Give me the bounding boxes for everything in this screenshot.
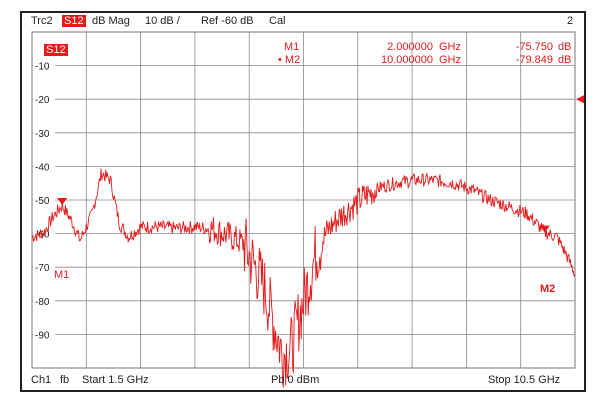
channel-number: 2 xyxy=(567,15,574,27)
marker2-freq: 10.000000 xyxy=(381,54,433,66)
stop-freq[interactable]: Stop 10.5 GHz xyxy=(488,374,561,386)
tick-label-bg xyxy=(33,160,55,172)
power-level[interactable]: Pb 0 dBm xyxy=(271,374,320,386)
y-tick-labels: -10-20-30-40-50-60-70-80-90 xyxy=(33,59,55,341)
trace-name[interactable]: Trc2 xyxy=(31,15,53,27)
y-tick-label: -90 xyxy=(35,330,50,341)
marker2-name[interactable]: • M2 xyxy=(278,54,301,66)
marker2-tag[interactable]: M2 xyxy=(540,283,556,295)
y-tick-label: -80 xyxy=(35,297,50,308)
tick-label-bg xyxy=(33,261,55,273)
marker1-unit: GHz xyxy=(439,41,461,53)
trace-s12 xyxy=(31,168,576,388)
marker-m1-triangle xyxy=(57,198,68,206)
reference-level-arrow xyxy=(576,95,584,104)
y-tick-label: -10 xyxy=(35,62,50,73)
y-tick-label: -70 xyxy=(35,263,50,274)
tick-label-bg xyxy=(33,126,55,138)
marker-m2-triangle xyxy=(539,225,550,233)
plot-area: -10-20-30-40-50-60-70-80-90 xyxy=(31,31,584,388)
trace-line xyxy=(31,168,576,388)
y-tick-label: -30 xyxy=(35,129,50,140)
marker1-freq: 2.000000 xyxy=(387,41,433,53)
marker1-vunit: dB xyxy=(558,41,572,53)
marker1-name[interactable]: M1 xyxy=(284,41,300,53)
y-tick-label: -50 xyxy=(35,196,50,207)
tick-label-bg xyxy=(33,294,55,306)
tick-label-bg xyxy=(33,328,55,340)
y-tick-label: -20 xyxy=(35,95,50,106)
marker1-value: -75.750 xyxy=(515,41,553,53)
tick-label-bg xyxy=(33,194,55,205)
marker2-vunit: dB xyxy=(558,54,572,66)
tick-label-bg xyxy=(33,93,55,105)
grid xyxy=(31,31,576,369)
y-tick-label: -40 xyxy=(35,162,50,173)
fb-label: fb xyxy=(60,374,70,386)
marker1-tag[interactable]: M1 xyxy=(54,269,70,281)
vna-display: Trc2 S12 dB Mag 10 dB / Ref -60 dB Cal 2… xyxy=(20,11,586,392)
param-badge[interactable]: S12 xyxy=(62,15,86,27)
cal-label[interactable]: Cal xyxy=(269,15,286,27)
marker2-unit: GHz xyxy=(439,54,461,66)
marker-glyphs xyxy=(57,95,584,233)
format-label[interactable]: dB Mag xyxy=(92,15,130,27)
scale-label[interactable]: 10 dB / xyxy=(145,15,180,27)
start-freq[interactable]: Start 1.5 GHz xyxy=(82,374,149,386)
tick-label-bg xyxy=(33,59,55,71)
marker2-value: -79.849 xyxy=(515,54,553,66)
channel-label[interactable]: Ch1 xyxy=(31,374,52,386)
ref-label[interactable]: Ref -60 dB xyxy=(201,15,254,27)
trace-badge: S12 xyxy=(44,44,68,56)
